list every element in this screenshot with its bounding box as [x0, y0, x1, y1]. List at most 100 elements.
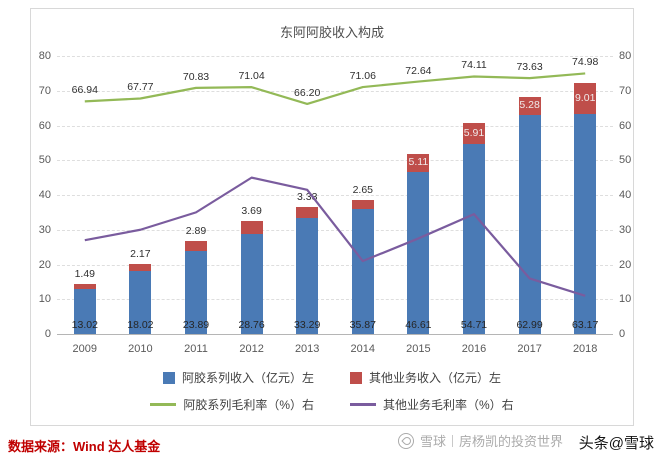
- bar-other-revenue: [185, 240, 207, 251]
- legend-item: 其他业务收入（亿元）左: [350, 369, 501, 386]
- x-axis-tick: 2013: [294, 343, 320, 355]
- other-revenue-label: 1.49: [74, 267, 96, 280]
- other-revenue-label: 2.65: [352, 184, 374, 197]
- other-revenue-label: 5.28: [519, 98, 540, 111]
- legend-label: 其他业务收入（亿元）左: [369, 371, 502, 385]
- x-axis-tick: 2018: [572, 343, 598, 355]
- x-axis-tick: 2012: [239, 343, 264, 355]
- chart-frame: 东阿阿胶收入构成 0 0 10 10 20 20 30 30 40 40 50 50 60 60 70 70 8…: [30, 8, 634, 426]
- gross-margin-label: 71.06: [349, 70, 376, 83]
- bar-ejiao-revenue: [351, 209, 374, 334]
- legend-label: 阿胶系列毛利率（%）右: [183, 398, 314, 412]
- toutiao-stamp: 头条@雪球: [578, 435, 654, 452]
- gross-margin-label: 70.83: [182, 70, 210, 83]
- line-series: [84, 72, 586, 106]
- gross-margin-label: 71.04: [238, 70, 265, 83]
- ejiao-revenue-label: 23.89: [182, 319, 210, 331]
- legend-square-marker: [350, 371, 362, 384]
- right-axis-tick: 70: [619, 84, 632, 97]
- left-axis-tick: 40: [38, 189, 51, 201]
- bar-other-revenue: [73, 283, 96, 289]
- left-axis-tick: 80: [38, 50, 51, 62]
- legend-item: 其他业务毛利率（%）右: [350, 396, 514, 413]
- left-axis-tick: 20: [38, 258, 51, 271]
- x-axis-tick: 2014: [350, 343, 376, 355]
- other-revenue-label: 3.33: [296, 190, 318, 203]
- ejiao-revenue-label: 35.87: [349, 319, 376, 331]
- right-axis-tick: 20: [619, 258, 632, 271]
- bar-other-revenue: [463, 123, 485, 144]
- legend-square-marker: [162, 371, 175, 384]
- gross-margin-label: 74.98: [572, 56, 599, 69]
- other-revenue-label: 2.17: [130, 247, 151, 260]
- gridline: [57, 90, 613, 92]
- right-axis-tick: 80: [619, 50, 632, 62]
- ejiao-revenue-label: 18.02: [127, 319, 154, 331]
- other-revenue-label: 3.69: [241, 205, 262, 218]
- other-revenue-label: 9.01: [574, 91, 596, 104]
- gross-margin-label: 66.20: [294, 86, 321, 99]
- xueqiu-logo-icon: [398, 432, 414, 449]
- gridline: [57, 229, 613, 231]
- left-axis-tick: 60: [38, 119, 51, 132]
- bar-ejiao-revenue: [185, 250, 207, 334]
- gross-margin-label: 66.94: [71, 84, 98, 97]
- legend-row: 阿胶系列收入（亿元）左 其他业务收入（亿元）左: [162, 369, 501, 386]
- other-revenue-label: 2.89: [185, 224, 207, 237]
- x-axis-tick: 2016: [461, 343, 487, 355]
- right-axis-tick: 0: [619, 328, 626, 340]
- gridline: [57, 334, 613, 335]
- gridline: [57, 299, 613, 301]
- left-axis-tick: 70: [38, 84, 51, 97]
- line-layer: [84, 72, 586, 297]
- gridline: [57, 195, 613, 196]
- gridline: [57, 125, 613, 127]
- bar-ejiao-revenue: [407, 172, 430, 334]
- data-source-note: 数据来源：Wind 达人基金: [8, 439, 161, 454]
- legend-row: 阿胶系列毛利率（%）右 其他业务毛利率（%）右: [150, 396, 514, 413]
- gridline: [57, 160, 613, 162]
- right-axis-tick: 30: [619, 223, 632, 236]
- x-axis-tick: 2015: [406, 343, 431, 355]
- left-axis-tick: 0: [44, 328, 51, 340]
- right-axis-tick: 60: [619, 119, 632, 132]
- ejiao-revenue-label: 63.17: [572, 319, 599, 331]
- bar-ejiao-revenue: [129, 271, 152, 334]
- gross-margin-label: 72.64: [405, 64, 432, 77]
- gridline: [57, 56, 613, 57]
- gross-margin-label: 74.11: [461, 59, 487, 72]
- chart-title: 东阿阿胶收入构成: [279, 25, 384, 40]
- left-axis-tick: 30: [38, 223, 51, 236]
- xueqiu-watermark: 雪球 房杨凯的投资世界: [398, 431, 563, 450]
- ejiao-revenue-label: 54.71: [460, 319, 488, 331]
- bar-ejiao-revenue: [296, 218, 319, 334]
- bar-ejiao-revenue: [73, 288, 96, 334]
- legend-line-marker: [150, 403, 177, 406]
- legend-label: 阿胶系列收入（亿元）左: [181, 371, 314, 385]
- gridline: [57, 264, 613, 266]
- ejiao-revenue-label: 28.76: [238, 319, 265, 331]
- legend-label: 其他业务毛利率（%）右: [383, 398, 514, 412]
- other-revenue-label: 5.91: [463, 126, 485, 139]
- gross-margin-label: 67.77: [127, 81, 154, 94]
- legend-line-marker: [350, 403, 376, 406]
- bar-other-revenue: [296, 206, 319, 219]
- bar-other-revenue: [407, 154, 430, 173]
- bar-other-revenue: [574, 83, 597, 115]
- bar-ejiao-revenue: [574, 114, 597, 334]
- right-axis-tick: 40: [619, 189, 632, 201]
- x-axis-tick: 2011: [184, 343, 208, 355]
- ejiao-revenue-label: 33.29: [294, 319, 321, 331]
- ejiao-revenue-label: 13.02: [71, 319, 98, 331]
- line-series: [84, 176, 586, 297]
- left-axis-tick: 50: [38, 154, 51, 167]
- other-revenue-label: 5.11: [408, 156, 429, 169]
- bar-other-revenue: [240, 221, 263, 235]
- bar-other-revenue: [518, 96, 541, 116]
- legend-item: 阿胶系列毛利率（%）右: [150, 396, 314, 413]
- bar-other-revenue: [351, 200, 374, 210]
- right-axis-tick: 10: [619, 293, 632, 306]
- x-axis-tick: 2009: [72, 343, 98, 355]
- bar-ejiao-revenue: [240, 234, 263, 334]
